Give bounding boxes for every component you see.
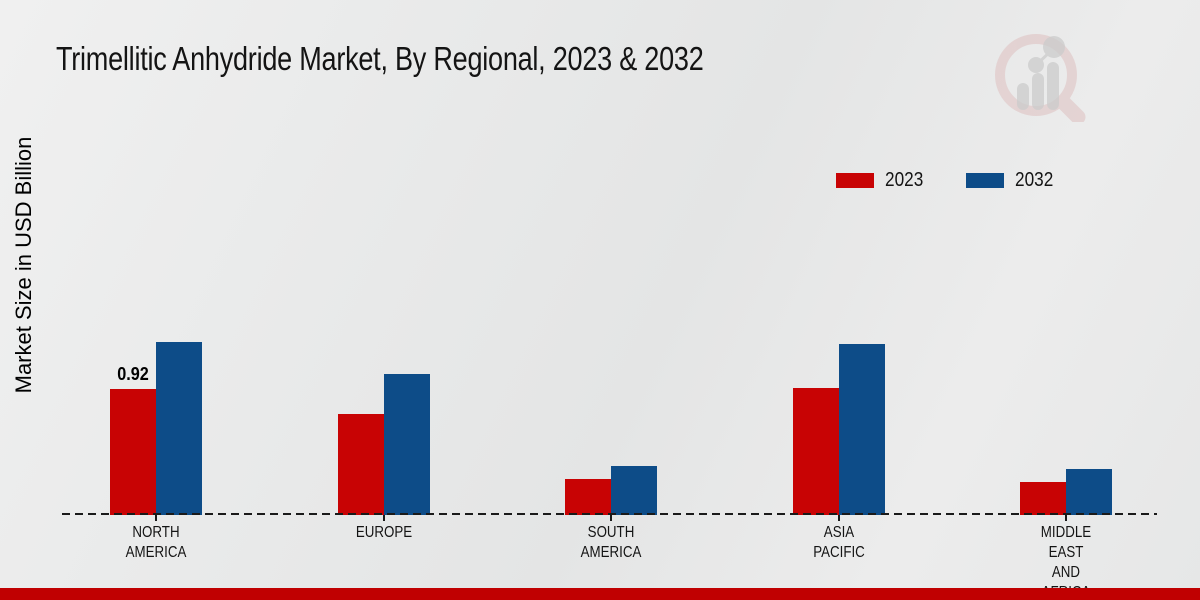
legend-swatch-2023 xyxy=(836,173,874,188)
bar-2032-asia-pacific xyxy=(838,344,885,515)
x-axis-label-asia-pacific: ASIA PACIFIC xyxy=(812,524,865,561)
bar-2023-europe xyxy=(337,414,384,515)
bar-2032-south-america xyxy=(611,466,657,515)
bar-2032-middle-east-and-africa xyxy=(1066,469,1112,515)
legend-item-2032: 2032 xyxy=(965,169,1060,192)
bar-2023-north-america xyxy=(110,389,156,515)
x-axis-tick-north-america xyxy=(155,515,157,521)
x-axis-label-europe: EUROPE xyxy=(355,524,412,541)
legend-item-2023: 2023 xyxy=(836,169,930,192)
x-axis-label-south-america: SOUTH AMERICA xyxy=(580,524,642,561)
bar-2023-south-america xyxy=(565,479,611,515)
legend-label-2032: 2032 xyxy=(1014,169,1053,191)
legend: 2023 2032 xyxy=(836,169,1059,192)
data-label-2023-north-america: 0.92 xyxy=(117,364,149,384)
x-axis-tick-europe xyxy=(382,515,385,521)
x-axis-tick-asia-pacific xyxy=(837,515,840,521)
x-axis-label-north-america: NORTH AMERICA xyxy=(125,524,187,561)
legend-label-2023: 2023 xyxy=(885,169,924,191)
bar-2032-north-america xyxy=(156,342,202,515)
bar-2023-middle-east-and-africa xyxy=(1020,482,1066,515)
legend-swatch-2032 xyxy=(965,173,1004,188)
footer-accent-bar xyxy=(0,588,1200,600)
x-axis-baseline xyxy=(62,513,1157,515)
x-axis-tick-middle-east-and-africa xyxy=(1065,515,1067,521)
chart-title: Trimellitic Anhydride Market, By Regiona… xyxy=(56,40,704,77)
market-research-future-watermark-icon xyxy=(995,34,1086,122)
bar-2032-europe xyxy=(383,374,430,515)
bar-2023-asia-pacific xyxy=(792,388,839,515)
x-axis-tick-south-america xyxy=(610,515,612,521)
